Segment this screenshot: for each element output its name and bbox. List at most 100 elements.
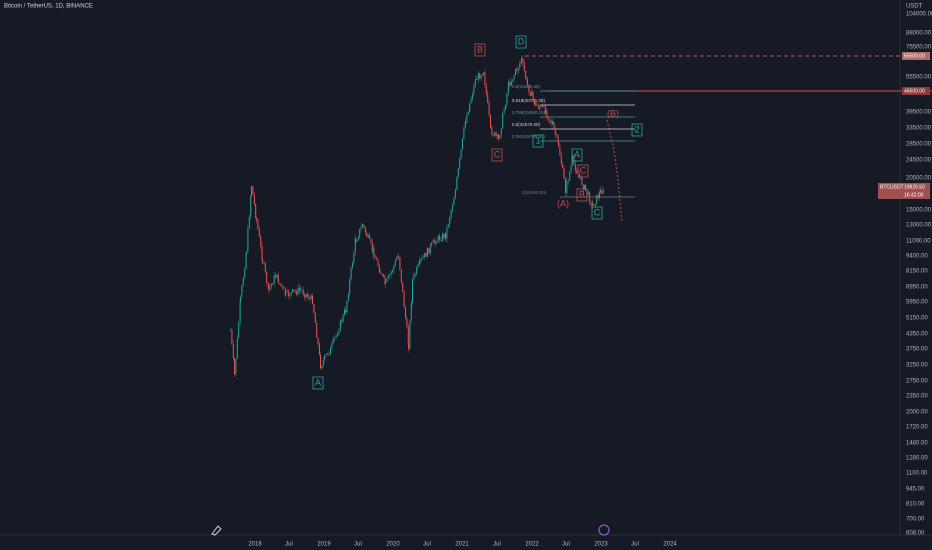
candle xyxy=(332,338,334,344)
price-label: 15000.00 xyxy=(906,208,932,214)
candle xyxy=(316,322,318,338)
candle xyxy=(597,195,599,199)
price-label: 75500.00 xyxy=(906,45,932,51)
candle xyxy=(502,113,504,129)
candle xyxy=(338,331,340,335)
candle xyxy=(307,294,308,297)
candle xyxy=(313,303,315,313)
candle xyxy=(425,252,427,257)
price-tag-text: 65500.00 xyxy=(904,53,925,59)
candle xyxy=(570,165,572,172)
candle xyxy=(565,191,566,194)
candle xyxy=(584,184,586,190)
candle xyxy=(540,105,542,108)
candle xyxy=(312,295,313,304)
candle xyxy=(392,270,393,272)
candle xyxy=(534,98,535,105)
candle xyxy=(241,285,243,297)
candle xyxy=(319,344,320,355)
candle xyxy=(337,334,338,336)
candle xyxy=(347,294,349,301)
candle xyxy=(499,135,501,139)
price-label: 608.00 xyxy=(906,531,925,537)
candle xyxy=(416,267,418,275)
candle xyxy=(393,265,395,271)
candle xyxy=(417,264,419,268)
time-label: 2024 xyxy=(663,542,677,548)
candle xyxy=(532,91,534,99)
candle xyxy=(500,128,502,136)
candle xyxy=(272,283,274,285)
wave-label: D xyxy=(518,36,525,46)
price-tag xyxy=(878,183,930,199)
price-label: 2000.00 xyxy=(906,410,928,416)
candle xyxy=(328,353,330,355)
candle xyxy=(470,98,472,104)
candle xyxy=(373,247,375,258)
candle xyxy=(345,309,346,313)
candle xyxy=(270,283,272,287)
candle xyxy=(506,93,508,105)
candle xyxy=(428,247,430,254)
candle xyxy=(341,320,343,322)
candle xyxy=(459,157,461,169)
price-label: 3250.00 xyxy=(906,363,928,369)
candle xyxy=(503,109,505,114)
candle xyxy=(242,278,244,286)
candle xyxy=(454,193,456,199)
candle xyxy=(452,205,453,211)
candle xyxy=(574,163,576,171)
candle xyxy=(381,274,383,275)
wave-box xyxy=(515,35,527,49)
candle xyxy=(302,290,304,295)
candle xyxy=(399,257,401,270)
candle xyxy=(366,232,368,237)
wave-label: C xyxy=(580,165,587,175)
candle xyxy=(508,81,509,89)
candle xyxy=(324,355,326,361)
candle xyxy=(322,360,324,366)
candle xyxy=(422,257,424,258)
candle xyxy=(552,121,553,124)
candle xyxy=(405,307,406,318)
price-label: 28500.00 xyxy=(906,142,932,148)
price-label: 700.00 xyxy=(906,517,925,523)
candle xyxy=(475,79,476,83)
candle xyxy=(374,257,376,259)
candle xyxy=(329,353,331,355)
candle xyxy=(593,204,595,206)
time-label: Jul xyxy=(631,542,639,548)
price-label: 1280.00 xyxy=(906,456,928,462)
fib-label: 0.5(32675.00) xyxy=(512,122,541,127)
candle xyxy=(537,105,539,109)
candle xyxy=(490,115,491,127)
candle xyxy=(387,275,389,279)
candle xyxy=(536,103,538,106)
candle xyxy=(469,103,471,113)
candle xyxy=(403,291,405,308)
wave-label: (A) xyxy=(557,198,569,208)
candle xyxy=(495,132,497,137)
time-label: 2020 xyxy=(386,542,400,548)
candle xyxy=(398,255,399,258)
draw-icon[interactable] xyxy=(211,525,222,536)
candle xyxy=(354,238,356,253)
candle xyxy=(264,263,266,272)
candle xyxy=(581,176,583,185)
event-icon[interactable] xyxy=(598,524,610,536)
candle xyxy=(429,245,431,254)
candle xyxy=(325,354,327,356)
candle xyxy=(446,227,448,239)
candle xyxy=(539,107,541,109)
candle xyxy=(364,226,366,233)
price-tag xyxy=(902,52,930,60)
price-label: 5150.00 xyxy=(906,316,928,322)
candle xyxy=(516,69,518,71)
candle xyxy=(419,260,420,265)
price-label: 1480.00 xyxy=(906,441,928,447)
price-label: 2350.00 xyxy=(906,394,928,400)
candle xyxy=(353,252,355,263)
candle xyxy=(394,260,396,266)
candle xyxy=(464,121,466,128)
candle xyxy=(572,156,573,158)
